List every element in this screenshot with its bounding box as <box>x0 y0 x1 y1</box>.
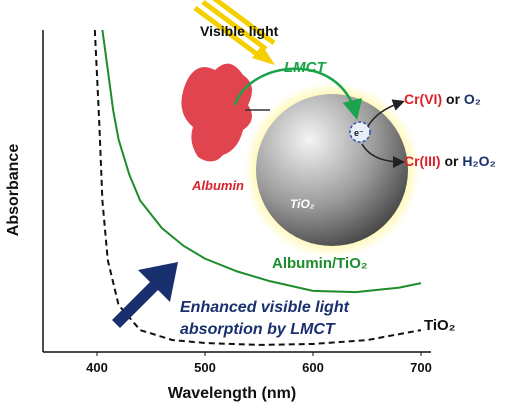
annotation: Cr(VI) <box>404 91 442 107</box>
annotation: Enhanced visible light <box>180 299 350 316</box>
x-tick-label: 700 <box>410 360 432 375</box>
y-axis-label: Absorbance <box>5 144 22 237</box>
x-axis-label: Wavelength (nm) <box>168 385 296 402</box>
annotation: or <box>446 91 461 107</box>
annotation: H₂O₂ <box>462 153 495 169</box>
annotation: Albumin <box>191 178 244 193</box>
annotation: Cr(III) or H₂O₂ <box>404 153 496 169</box>
annotation: absorption by LMCT <box>180 321 336 338</box>
line <box>101 29 422 294</box>
series-label: TiO₂ <box>424 317 455 334</box>
annotation: LMCT <box>284 59 327 76</box>
illustration <box>112 0 420 328</box>
annotation: Cr(VI) or O₂ <box>404 91 481 107</box>
plot-area: 400 500 600 700 <box>42 29 432 375</box>
annotation: TiO₂ <box>290 197 315 211</box>
line <box>93 29 422 346</box>
annotation: or <box>444 153 459 169</box>
annotation: Cr(III) <box>404 153 441 169</box>
series-label: Albumin/TiO₂ <box>272 255 368 272</box>
annotation: Visible light <box>200 23 279 39</box>
x-tick-label: 400 <box>86 360 108 375</box>
x-tick-label: 600 <box>302 360 324 375</box>
annotation: O₂ <box>464 91 481 107</box>
x-tick-label: 500 <box>194 360 216 375</box>
annotation: e⁻ <box>354 128 364 138</box>
